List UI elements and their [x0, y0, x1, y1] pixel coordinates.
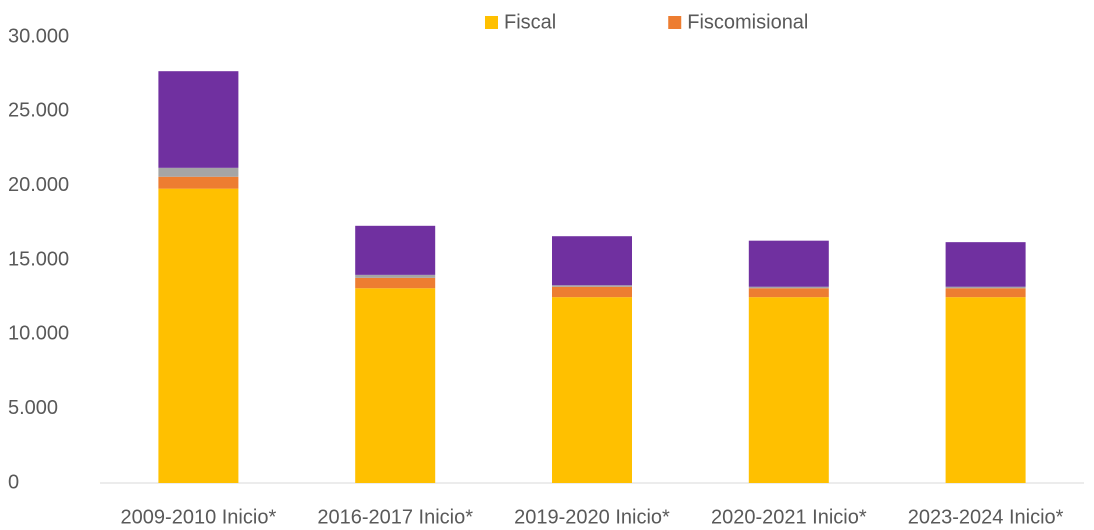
- bar-segment: [552, 297, 632, 483]
- bar-segment: [158, 176, 239, 189]
- bar-segment: [355, 288, 436, 483]
- bar-segment: [158, 167, 239, 177]
- bar-segment: [945, 286, 1026, 289]
- bar-segment: [355, 277, 436, 289]
- bar-segment: [158, 188, 239, 483]
- bar-segment: [552, 236, 632, 286]
- bar-segment: [552, 285, 632, 287]
- bar-segment: [552, 286, 632, 298]
- legend-swatch: [485, 16, 498, 29]
- y-tick-label: 20.000: [8, 174, 69, 196]
- y-tick-label: 10.000: [8, 323, 69, 345]
- bar-segment: [945, 288, 1026, 298]
- y-tick-label: 15.000: [8, 248, 69, 270]
- bar-segment: [945, 242, 1026, 287]
- bar-segment: [748, 240, 829, 287]
- bar-segment: [355, 225, 436, 275]
- legend-label: Fiscomisional: [687, 11, 808, 33]
- y-tick-label: 5.000: [8, 397, 58, 419]
- x-tick-label: 2009-2010 Inicio*: [121, 506, 277, 528]
- x-tick-label: 2019-2020 Inicio*: [514, 506, 670, 528]
- y-tick-label: 30.000: [8, 25, 69, 47]
- x-tick-label: 2016-2017 Inicio*: [317, 506, 473, 528]
- y-tick-label: 25.000: [8, 100, 69, 122]
- x-tick-label: 2020-2021 Inicio*: [711, 506, 867, 528]
- x-tick-label: 2023-2024 Inicio*: [908, 506, 1064, 528]
- bar-segment: [748, 297, 829, 483]
- y-tick-label: 0: [8, 471, 19, 493]
- bar-segment: [748, 288, 829, 298]
- legend-swatch: [668, 16, 682, 29]
- bar-segment: [945, 297, 1026, 483]
- legend-label: Fiscal: [504, 11, 556, 33]
- bar-segment: [158, 71, 239, 168]
- bar-segment: [748, 286, 829, 289]
- bar-segment: [355, 274, 436, 278]
